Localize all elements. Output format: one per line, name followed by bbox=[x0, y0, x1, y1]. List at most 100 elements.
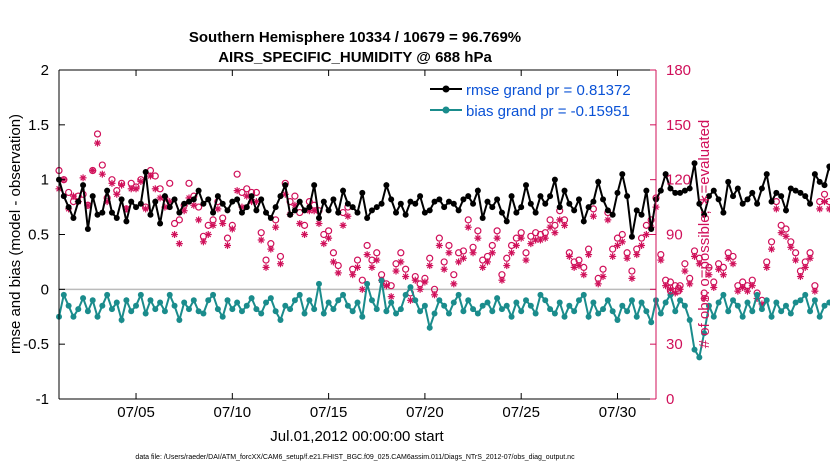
rmse-point bbox=[137, 200, 144, 207]
bias-point bbox=[171, 302, 178, 309]
obs-evaluated-point bbox=[373, 256, 381, 264]
obs-possible-point bbox=[373, 249, 381, 257]
obs-evaluated-point bbox=[638, 241, 646, 249]
obs-evaluated-point bbox=[792, 256, 800, 264]
bias-point bbox=[113, 299, 120, 306]
obs-evaluated-point bbox=[561, 221, 569, 229]
rmse-point bbox=[195, 187, 202, 194]
rmse-point bbox=[354, 209, 361, 216]
rmse-point bbox=[118, 196, 125, 203]
obs-evaluated-point bbox=[676, 285, 684, 293]
obs-evaluated-point bbox=[575, 262, 583, 270]
bias-point bbox=[359, 313, 366, 320]
obs-possible-point bbox=[252, 188, 260, 197]
obs-possible-point bbox=[777, 221, 785, 229]
bias-point bbox=[291, 297, 298, 304]
rmse-point bbox=[152, 198, 159, 205]
rmse-point bbox=[532, 209, 539, 216]
rmse-point bbox=[508, 193, 515, 200]
obs-possible-point bbox=[358, 276, 366, 284]
obs-evaluated-point bbox=[613, 241, 621, 249]
obs-possible-point bbox=[329, 249, 338, 257]
obs-evaluated-point bbox=[315, 220, 323, 228]
rmse-point bbox=[296, 198, 303, 205]
obs-evaluated-point bbox=[469, 249, 477, 257]
bias-point bbox=[133, 302, 140, 309]
rmse-point bbox=[686, 185, 693, 192]
rmse-point bbox=[253, 207, 260, 214]
rmse-point bbox=[200, 200, 207, 207]
bias-point bbox=[89, 297, 96, 304]
obs-evaluated-point bbox=[541, 234, 549, 242]
bias-series bbox=[56, 277, 830, 361]
obs-evaluated-point bbox=[527, 240, 535, 248]
rmse-point bbox=[590, 198, 597, 205]
obs-evaluated-point bbox=[224, 241, 232, 249]
obs-evaluated-point bbox=[681, 267, 689, 275]
rmse-point bbox=[445, 198, 452, 205]
y-left-tick-label: 1 bbox=[41, 172, 49, 189]
rmse-point bbox=[80, 182, 87, 189]
bias-point bbox=[590, 299, 597, 306]
obs-evaluated-point bbox=[589, 212, 597, 220]
x-axis-ticks: 07/05 07/10 07/15 07/20 07/25 07/30 bbox=[117, 70, 636, 421]
rmse-point bbox=[185, 198, 192, 205]
rmse-point bbox=[826, 163, 830, 170]
obs-evaluated-point bbox=[811, 287, 819, 295]
rmse-point bbox=[681, 187, 688, 194]
rmse-point bbox=[243, 204, 250, 211]
obs-evaluated-point bbox=[301, 231, 309, 238]
rmse-point bbox=[609, 211, 616, 218]
bias-point bbox=[445, 310, 452, 317]
bias-point bbox=[619, 302, 626, 309]
obs-possible-point bbox=[681, 260, 689, 268]
bias-point bbox=[238, 308, 245, 315]
obs-evaluated-point bbox=[777, 229, 785, 237]
rmse-point bbox=[537, 193, 544, 200]
obs-evaluated-point bbox=[426, 262, 434, 270]
obs-evaluated-point bbox=[402, 273, 410, 281]
bias-point bbox=[393, 310, 400, 317]
obs-possible-point bbox=[503, 254, 511, 262]
bias-point bbox=[94, 313, 101, 320]
obs-evaluated-point bbox=[108, 179, 116, 187]
bias-point bbox=[344, 302, 351, 309]
rmse-point bbox=[710, 187, 717, 194]
obs-evaluated-point bbox=[392, 267, 400, 275]
bias-point bbox=[219, 313, 226, 320]
bias-point bbox=[494, 295, 501, 302]
bias-point bbox=[306, 297, 313, 304]
bias-point bbox=[267, 295, 274, 302]
obs-evaluated-point bbox=[633, 251, 641, 259]
rmse-point bbox=[147, 211, 154, 218]
rmse-point bbox=[730, 193, 737, 200]
y-right-tick-label: 150 bbox=[666, 117, 691, 134]
bias-point bbox=[498, 306, 505, 313]
rmse-point bbox=[474, 187, 481, 194]
obs-evaluated-point bbox=[609, 252, 617, 260]
rmse-point bbox=[787, 185, 794, 192]
rmse-point bbox=[677, 189, 684, 196]
obs-possible-point bbox=[609, 245, 617, 253]
chart-title-line1: Southern Hemisphere 10334 / 10679 = 96.7… bbox=[189, 29, 521, 46]
bias-point bbox=[773, 299, 780, 306]
bias-point bbox=[802, 291, 809, 298]
bias-point bbox=[142, 310, 149, 317]
obs-evaluated-point bbox=[671, 289, 679, 297]
bias-point bbox=[811, 297, 818, 304]
bias-point bbox=[243, 302, 250, 309]
obs-possible-point bbox=[599, 265, 607, 273]
obs-evaluated-point bbox=[146, 172, 154, 180]
y-left-tick-label: 0 bbox=[41, 281, 49, 298]
rmse-point bbox=[234, 196, 241, 203]
rmse-point bbox=[797, 189, 804, 196]
bias-point bbox=[691, 346, 698, 353]
bias-point bbox=[527, 302, 534, 309]
obs-evaluated-point bbox=[691, 252, 699, 260]
obs-evaluated-point bbox=[508, 249, 516, 257]
obs-evaluated-point bbox=[344, 212, 352, 220]
rmse-point bbox=[238, 209, 245, 216]
obs-evaluated-point bbox=[421, 278, 429, 286]
obs-evaluated-point bbox=[705, 271, 713, 279]
bias-point bbox=[710, 313, 717, 320]
